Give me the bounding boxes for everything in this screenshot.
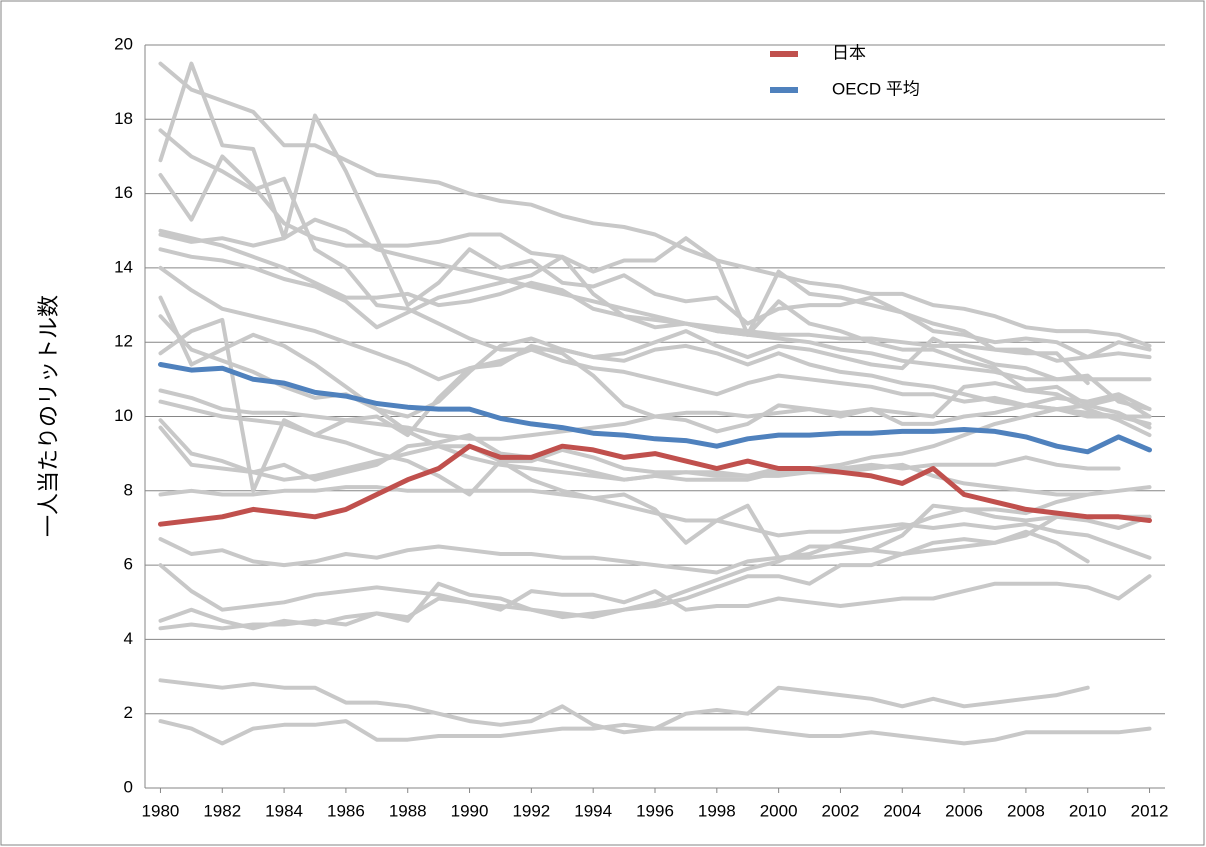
x-tick-label: 2012 <box>1131 801 1169 820</box>
x-tick-label: 1990 <box>451 801 489 820</box>
series-line <box>158 362 1152 455</box>
country-line <box>158 247 1152 438</box>
country-line <box>158 61 1152 348</box>
country-line <box>158 314 1152 419</box>
legend-label: OECD 平均 <box>832 79 920 98</box>
y-tick-label: 14 <box>114 257 133 276</box>
x-tick-label: 1988 <box>389 801 427 820</box>
x-tick-label: 2004 <box>883 801 921 820</box>
country-line <box>158 574 1152 631</box>
x-tick-label: 1982 <box>203 801 241 820</box>
y-tick-label: 16 <box>114 183 133 202</box>
series-line <box>158 443 1152 527</box>
x-tick-label: 2010 <box>1069 801 1107 820</box>
y-tick-label: 20 <box>114 34 133 53</box>
x-tick-label: 2006 <box>945 801 983 820</box>
x-tick-label: 1994 <box>574 801 612 820</box>
country-line <box>158 265 1152 419</box>
y-tick-label: 2 <box>124 703 133 722</box>
x-tick-label: 1996 <box>636 801 674 820</box>
x-tick-label: 2000 <box>760 801 798 820</box>
y-tick-label: 18 <box>114 109 133 128</box>
country-line <box>158 418 1152 560</box>
country-line <box>158 217 1152 382</box>
country-line <box>158 529 1090 575</box>
country-line <box>158 388 1152 441</box>
country-line <box>158 399 1121 497</box>
y-tick-label: 6 <box>124 555 133 574</box>
x-tick-label: 2002 <box>822 801 860 820</box>
country-line <box>158 425 1152 497</box>
country-line <box>158 61 1152 360</box>
country-line <box>158 228 1152 363</box>
y-axis-label: 一人当たりのリットル数 <box>36 295 61 537</box>
x-tick-label: 1980 <box>142 801 180 820</box>
country-line <box>158 485 1152 560</box>
x-tick-label: 1992 <box>512 801 550 820</box>
x-tick-label: 1984 <box>265 801 303 820</box>
country-line <box>158 719 1152 746</box>
y-tick-label: 10 <box>114 406 133 425</box>
y-tick-label: 12 <box>114 332 133 351</box>
y-tick-label: 8 <box>124 480 133 499</box>
x-tick-label: 1986 <box>327 801 365 820</box>
x-tick-label: 1998 <box>698 801 736 820</box>
legend-label: 日本 <box>832 43 866 62</box>
country-line <box>158 154 1090 386</box>
country-line <box>158 678 1090 735</box>
y-tick-label: 0 <box>124 777 133 796</box>
y-tick-label: 4 <box>124 629 133 648</box>
x-tick-label: 2008 <box>1007 801 1045 820</box>
